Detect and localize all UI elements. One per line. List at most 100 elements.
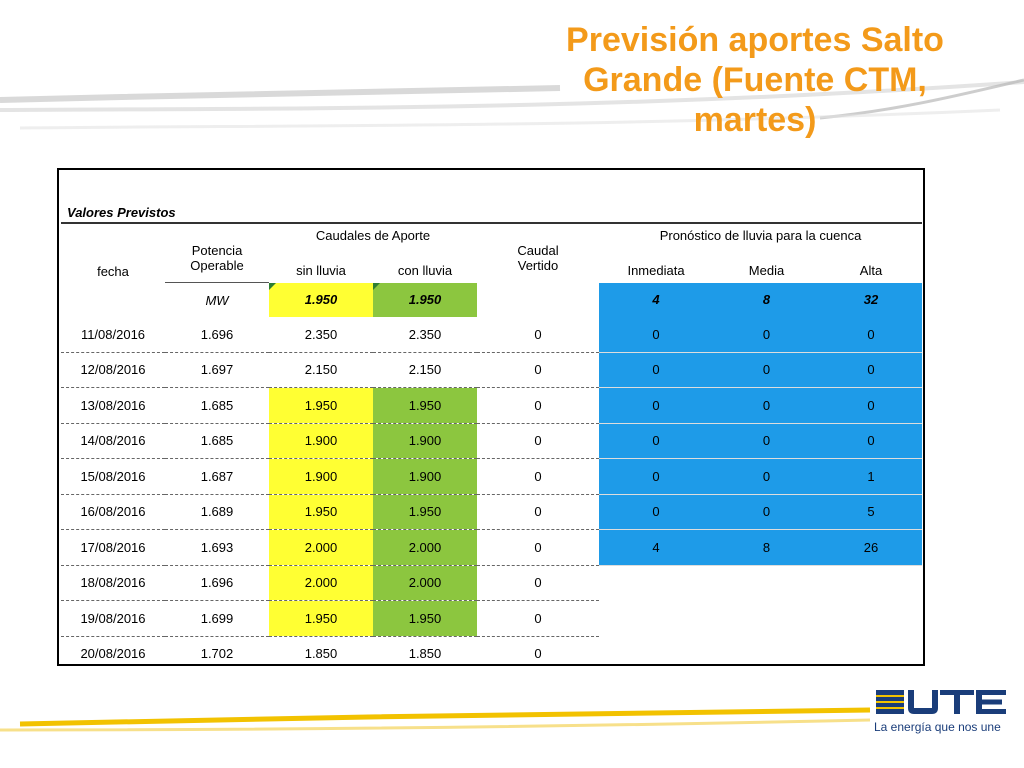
- cell-rain-alta: 0: [820, 352, 923, 388]
- cell-con-lluvia: 1.950: [373, 600, 477, 637]
- table-row: 12/08/2016 1.697 2.150 2.150 0 0 0 0: [61, 352, 923, 388]
- cell-rain-alta: [820, 636, 922, 671]
- table-row: 19/08/2016 1.699 1.950 1.950 0: [61, 600, 922, 637]
- table-row: 13/08/2016 1.685 1.950 1.950 0 0 0 0: [61, 387, 923, 424]
- cell-rain-alta: 0: [820, 317, 923, 353]
- cell-rain-inm: [599, 601, 713, 637]
- cell-rain-alta: 0: [820, 423, 923, 459]
- cell-rain-med: 0: [713, 423, 820, 459]
- summary-sin-lluvia: 1.950: [269, 282, 373, 317]
- cell-rain-alta: 0: [820, 387, 923, 424]
- cell-rain-med: [713, 601, 820, 637]
- header-vertido: Vertido: [517, 258, 559, 273]
- header-alta: Alta: [859, 262, 883, 278]
- cell-vertido: 0: [477, 423, 599, 459]
- cell-rain-alta: 26: [820, 529, 923, 566]
- cell-rain-med: 0: [713, 317, 820, 353]
- page-title: Previsión aportes Salto Grande (Fuente C…: [566, 21, 944, 139]
- cell-rain-alta: [820, 601, 922, 637]
- cell-potencia: 1.702: [200, 646, 234, 662]
- header-sin-lluvia: sin lluvia: [296, 262, 346, 278]
- cell-sin-lluvia: 2.150: [269, 352, 373, 388]
- cell-rain-med: 0: [713, 458, 820, 495]
- cell-con-lluvia: 2.000: [373, 565, 477, 601]
- cell-rain-med: [713, 636, 820, 671]
- table-row: 20/08/2016 1.702 1.850 1.850 0: [61, 636, 922, 671]
- cell-rain-alta: [820, 565, 922, 601]
- section-label: Valores Previstos: [67, 205, 176, 220]
- header-media: Media: [748, 262, 785, 278]
- cell-rain-inm: 0: [599, 423, 713, 459]
- cell-con-lluvia: 2.000: [373, 529, 477, 566]
- cell-fecha: 18/08/2016: [61, 565, 165, 601]
- header-caudales: Caudales de Aporte: [269, 222, 477, 258]
- cell-rain-inm: [599, 565, 713, 601]
- ute-logo: [876, 690, 1006, 714]
- summary-con-lluvia: 1.950: [373, 282, 477, 317]
- logo-tagline: La energía que nos une: [874, 720, 1001, 734]
- summary-vertido-blank: [477, 283, 599, 318]
- cell-fecha: 16/08/2016: [61, 494, 165, 530]
- cell-con-lluvia: 1.950: [373, 387, 477, 424]
- cell-rain-inm: 0: [599, 387, 713, 424]
- cell-potencia: 1.687: [165, 458, 269, 495]
- cell-con-lluvia: 1.900: [373, 458, 477, 495]
- forecast-table: Valores Previstos fecha Potencia Caudale…: [61, 172, 923, 671]
- cell-rain-med: 0: [713, 387, 820, 424]
- cell-con-lluvia: 1.850: [408, 646, 442, 662]
- cell-potencia: 1.699: [165, 600, 269, 637]
- cell-vertido: 0: [477, 494, 599, 530]
- header-operable: Operable: [190, 258, 244, 273]
- cell-rain-med: [713, 565, 820, 601]
- cell-rain-inm: 0: [599, 458, 713, 495]
- cell-potencia: 1.696: [165, 317, 269, 353]
- cell-fecha: 11/08/2016: [61, 317, 165, 353]
- table-row: 17/08/2016 1.693 2.000 2.000 0 4 8 26: [61, 529, 923, 566]
- cell-rain-inm: [599, 636, 713, 671]
- cell-potencia: 1.685: [165, 387, 269, 424]
- table-row: 14/08/2016 1.685 1.900 1.900 0 0 0 0: [61, 423, 923, 459]
- table-row: 18/08/2016 1.696 2.000 2.000 0: [61, 565, 922, 601]
- cell-potencia: 1.697: [165, 352, 269, 388]
- cell-potencia: 1.685: [165, 423, 269, 459]
- cell-rain-inm: 0: [599, 352, 713, 388]
- cell-rain-alta: 5: [820, 494, 923, 530]
- cell-sin-lluvia: 1.950: [269, 600, 373, 637]
- forecast-table-frame: Valores Previstos fecha Potencia Caudale…: [57, 168, 925, 666]
- cell-vertido: 0: [477, 387, 599, 424]
- cell-vertido: 0: [477, 565, 599, 601]
- cell-fecha: 13/08/2016: [61, 387, 165, 424]
- cell-sin-lluvia: 1.900: [269, 458, 373, 495]
- mw-row-blank: [61, 283, 165, 318]
- cell-con-lluvia: 2.150: [373, 352, 477, 388]
- cell-rain-inm: 4: [599, 529, 713, 566]
- header-con-lluvia: con lluvia: [397, 262, 453, 278]
- cell-sin-lluvia: 1.950: [269, 494, 373, 530]
- header-fecha: fecha: [61, 222, 165, 283]
- cell-potencia: 1.689: [165, 494, 269, 530]
- cell-rain-med: 0: [713, 494, 820, 530]
- cell-fecha: 15/08/2016: [61, 458, 165, 495]
- cell-con-lluvia: 1.900: [373, 423, 477, 459]
- cell-fecha: 12/08/2016: [61, 352, 165, 388]
- header-caudal: Caudal: [477, 222, 599, 258]
- cell-vertido: 0: [477, 458, 599, 495]
- cell-potencia: 1.696: [165, 565, 269, 601]
- cell-fecha: 14/08/2016: [61, 423, 165, 459]
- cell-con-lluvia: 2.350: [373, 317, 477, 353]
- cell-vertido: 0: [534, 646, 542, 662]
- cell-rain-inm: 0: [599, 494, 713, 530]
- cell-vertido: 0: [477, 529, 599, 566]
- footer-swoosh: [0, 707, 871, 732]
- header-swoosh: [0, 78, 1024, 130]
- table-row: 11/08/2016 1.696 2.350 2.350 0 0 0 0: [61, 317, 923, 353]
- cell-sin-lluvia: 1.850: [304, 646, 338, 662]
- cell-fecha: 17/08/2016: [61, 529, 165, 566]
- cell-sin-lluvia: 2.350: [269, 317, 373, 353]
- table-row: 15/08/2016 1.687 1.900 1.900 0 0 0 1: [61, 458, 923, 495]
- cell-fecha: 20/08/2016: [80, 646, 146, 662]
- cell-sin-lluvia: 2.000: [269, 529, 373, 566]
- cell-rain-med: 0: [713, 352, 820, 388]
- unit-label: MW: [165, 282, 269, 317]
- cell-vertido: 0: [477, 600, 599, 637]
